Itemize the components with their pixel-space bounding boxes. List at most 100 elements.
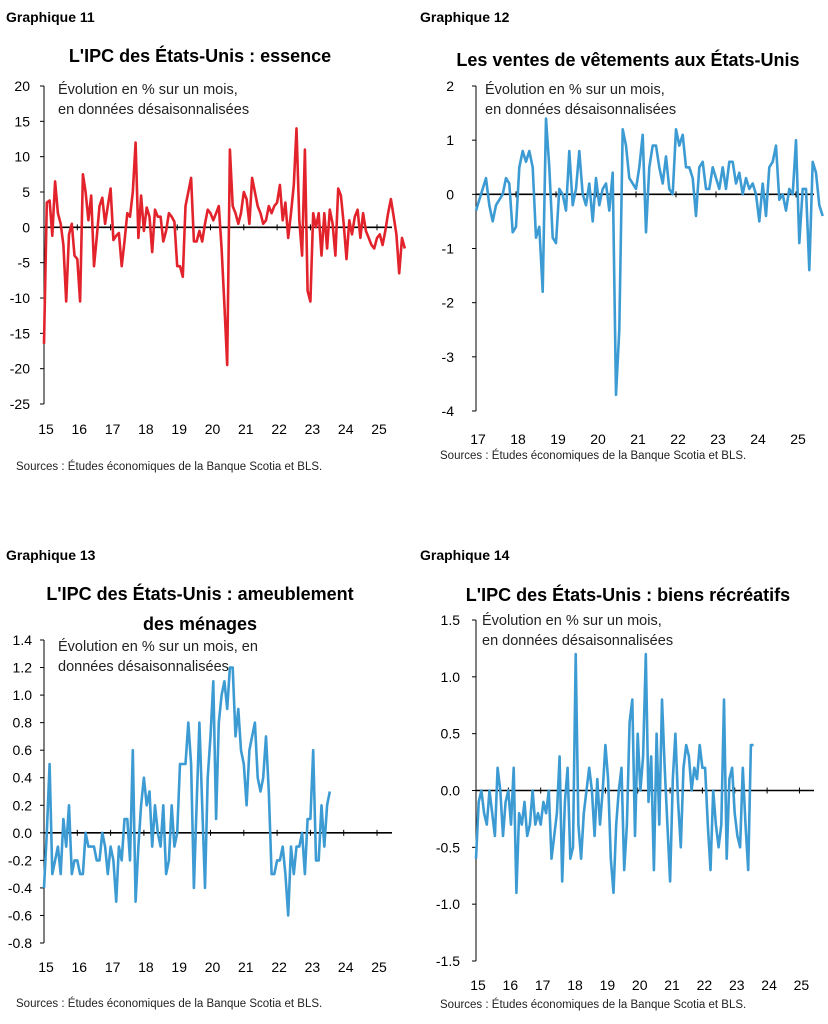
x-tick-label: 17 bbox=[470, 431, 486, 447]
y-tick-label: 0.0 bbox=[441, 783, 461, 799]
y-tick-label: 0.5 bbox=[441, 726, 461, 742]
y-tick-label: 0 bbox=[446, 186, 454, 202]
y-tick-label: 20 bbox=[14, 78, 30, 94]
y-tick-label: -1.5 bbox=[436, 953, 460, 969]
x-tick-label: 25 bbox=[794, 977, 810, 993]
x-tick-label: 17 bbox=[105, 421, 121, 437]
x-tick-label: 18 bbox=[138, 959, 154, 975]
x-tick-label: 21 bbox=[630, 431, 646, 447]
chart-title: Les ventes de vêtements aux États-Unis bbox=[456, 49, 799, 70]
y-tick-label: -3 bbox=[442, 349, 455, 365]
y-tick-label: -0.5 bbox=[436, 839, 460, 855]
x-tick-label: 15 bbox=[470, 977, 486, 993]
y-tick-label: 0.0 bbox=[13, 825, 33, 841]
x-tick-label: 18 bbox=[138, 421, 154, 437]
y-tick-label: -15 bbox=[10, 325, 30, 341]
x-tick-label: 21 bbox=[238, 421, 254, 437]
x-tick-label: 21 bbox=[664, 977, 680, 993]
y-tick-label: -2 bbox=[442, 295, 455, 311]
x-tick-label: 23 bbox=[710, 431, 726, 447]
x-tick-label: 16 bbox=[72, 959, 88, 975]
x-tick-label: 20 bbox=[205, 959, 221, 975]
y-tick-label: -1.0 bbox=[436, 896, 460, 912]
x-tick-label: 22 bbox=[697, 977, 713, 993]
chart-number-label: Graphique 14 bbox=[420, 547, 510, 563]
source-note: Sources : Études économiques de la Banqu… bbox=[16, 460, 322, 473]
x-tick-label: 16 bbox=[503, 977, 519, 993]
y-tick-label: -0.4 bbox=[8, 880, 32, 896]
x-tick-label: 23 bbox=[729, 977, 745, 993]
x-tick-label: 21 bbox=[238, 959, 254, 975]
y-tick-label: 0 bbox=[22, 219, 30, 235]
y-tick-label: 1 bbox=[446, 132, 454, 148]
chart-subtitle: en données désaisonnalisées bbox=[485, 102, 676, 118]
y-tick-label: 0.4 bbox=[13, 770, 33, 786]
chart-subtitle: données désaisonnalisées bbox=[58, 659, 229, 675]
chart-title: L'IPC des États-Unis : biens récréatifs bbox=[466, 584, 790, 605]
x-tick-label: 20 bbox=[205, 421, 221, 437]
x-tick-label: 18 bbox=[510, 431, 526, 447]
x-tick-label: 15 bbox=[38, 421, 54, 437]
y-tick-label: 2 bbox=[446, 78, 454, 94]
chart-panel-11: Graphique 11 L'IPC des États-Unis : essen… bbox=[0, 0, 414, 512]
chart-subtitle: Évolution en % sur un mois, bbox=[482, 612, 662, 629]
x-tick-label: 18 bbox=[567, 977, 583, 993]
y-tick-label: 0.8 bbox=[13, 715, 33, 731]
x-tick-label: 17 bbox=[105, 959, 121, 975]
series-line bbox=[474, 652, 754, 895]
y-tick-label: -0.8 bbox=[8, 935, 32, 951]
x-tick-label: 25 bbox=[371, 959, 387, 975]
x-tick-label: 20 bbox=[632, 977, 648, 993]
source-note: Sources : Études économiques de la Banqu… bbox=[440, 998, 746, 1011]
x-tick-label: 24 bbox=[338, 421, 354, 437]
y-tick-label: 1.2 bbox=[13, 660, 33, 676]
y-tick-label: 1.0 bbox=[441, 669, 461, 685]
source-note: Sources : Études économiques de la Banqu… bbox=[16, 997, 322, 1010]
chart-subtitle: Évolution en % sur un mois, en bbox=[58, 638, 258, 655]
chart-title: L'IPC des États-Unis : ameublement bbox=[46, 583, 353, 604]
chart-subtitle: Évolution en % sur un mois, bbox=[58, 81, 238, 98]
x-tick-label: 19 bbox=[171, 421, 187, 437]
chart-svg: Graphique 12 Les ventes de vêtements aux … bbox=[420, 9, 824, 462]
x-tick-label: 19 bbox=[550, 431, 566, 447]
x-tick-label: 25 bbox=[371, 421, 387, 437]
x-tick-label: 15 bbox=[38, 959, 54, 975]
y-tick-label: 15 bbox=[14, 113, 30, 129]
y-tick-label: -5 bbox=[18, 255, 31, 271]
y-tick-label: 1.4 bbox=[13, 632, 33, 648]
chart-number-label: Graphique 12 bbox=[420, 9, 510, 25]
x-tick-label: 19 bbox=[171, 959, 187, 975]
chart-number-label: Graphique 11 bbox=[6, 9, 95, 25]
x-tick-label: 17 bbox=[535, 977, 551, 993]
x-tick-label: 16 bbox=[72, 421, 88, 437]
y-tick-label: -20 bbox=[10, 361, 30, 377]
chart-number-label: Graphique 13 bbox=[6, 547, 96, 563]
y-tick-label: 10 bbox=[14, 149, 30, 165]
chart-panel-14: Graphique 14 L'IPC des États-Unis : biens… bbox=[414, 512, 828, 1024]
series-line bbox=[42, 127, 407, 367]
x-tick-label: 23 bbox=[305, 959, 321, 975]
x-tick-label: 20 bbox=[590, 431, 606, 447]
y-tick-label: -4 bbox=[442, 403, 455, 419]
y-tick-label: -25 bbox=[10, 396, 30, 412]
x-tick-label: 24 bbox=[750, 431, 766, 447]
chart-svg: Graphique 14 L'IPC des États-Unis : biens… bbox=[420, 547, 814, 1011]
chart-subtitle: Évolution en % sur un mois, bbox=[485, 81, 665, 98]
chart-svg: Graphique 13 L'IPC des États-Unis : ameub… bbox=[6, 547, 392, 1010]
x-tick-label: 24 bbox=[761, 977, 777, 993]
x-tick-label: 24 bbox=[338, 959, 354, 975]
chart-panel-13: Graphique 13 L'IPC des États-Unis : ameub… bbox=[0, 512, 414, 1024]
x-tick-label: 22 bbox=[271, 959, 287, 975]
x-tick-label: 22 bbox=[670, 431, 686, 447]
x-tick-label: 25 bbox=[790, 431, 806, 447]
y-tick-label: 5 bbox=[22, 184, 30, 200]
y-tick-label: -0.2 bbox=[8, 852, 32, 868]
y-tick-label: 0.6 bbox=[13, 742, 33, 758]
y-tick-label: 0.2 bbox=[13, 797, 33, 813]
series-line bbox=[42, 666, 332, 917]
chart-subtitle: en données désaisonnalisées bbox=[482, 633, 673, 649]
y-tick-label: -0.6 bbox=[8, 907, 32, 923]
y-tick-label: 1.5 bbox=[441, 612, 461, 628]
source-note: Sources : Études économiques de la Banqu… bbox=[440, 449, 746, 462]
x-tick-label: 22 bbox=[271, 421, 287, 437]
